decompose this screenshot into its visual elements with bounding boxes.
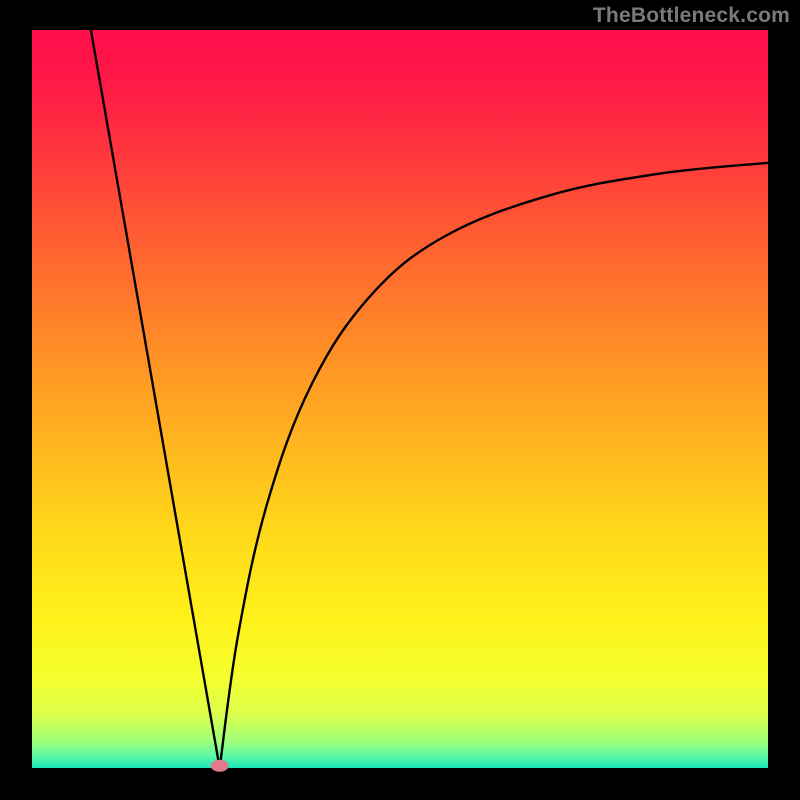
frame-right <box>768 0 800 800</box>
chart-background <box>32 30 768 768</box>
frame-bottom <box>0 768 800 800</box>
bottleneck-chart <box>32 30 768 768</box>
frame-left <box>0 0 32 800</box>
minimum-marker <box>211 760 229 772</box>
watermark-text: TheBottleneck.com <box>593 4 790 28</box>
plot-area <box>32 30 768 768</box>
